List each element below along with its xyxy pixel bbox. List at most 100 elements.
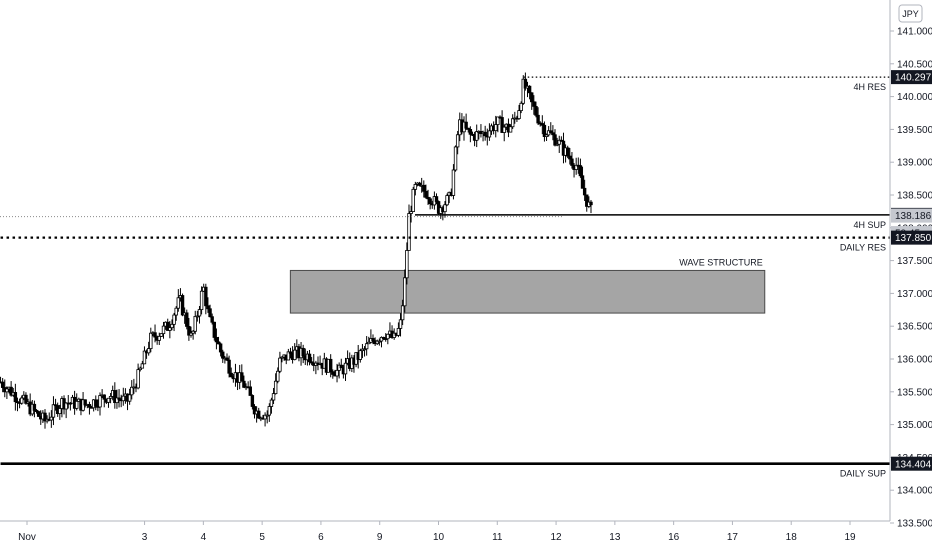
price-tick-label: 141.000 bbox=[897, 27, 932, 38]
time-tick-label: 12 bbox=[551, 532, 563, 543]
candle-body bbox=[555, 143, 559, 146]
wave-structure-zone[interactable]: WAVE STRUCTURE bbox=[289, 257, 766, 314]
time-tick-label: 16 bbox=[668, 532, 680, 543]
candle-body bbox=[263, 414, 267, 420]
candle-body bbox=[582, 187, 587, 196]
candle-body bbox=[468, 129, 473, 135]
candle-body bbox=[428, 198, 432, 205]
price-tick-label: 139.500 bbox=[897, 125, 932, 136]
candle-body bbox=[544, 134, 549, 138]
price-tag-box bbox=[891, 456, 932, 471]
candle-body bbox=[293, 349, 297, 361]
currency-badge-box bbox=[898, 4, 923, 23]
time-tick-label: 18 bbox=[786, 532, 798, 543]
candle-body bbox=[34, 409, 39, 412]
candle-body bbox=[403, 277, 407, 307]
candle-body bbox=[242, 380, 246, 388]
level-label-daily-sup: DAILY SUP bbox=[840, 469, 886, 479]
price-tag-label: 138.186 bbox=[895, 211, 932, 222]
candle-body bbox=[464, 121, 468, 129]
time-tick-label: 10 bbox=[433, 532, 445, 543]
candle-body bbox=[225, 357, 229, 361]
candle-body bbox=[102, 394, 106, 400]
candle-body bbox=[331, 371, 335, 375]
candle-body bbox=[286, 351, 291, 361]
candle-body bbox=[362, 348, 367, 351]
candle-body bbox=[212, 321, 216, 338]
candle-body bbox=[98, 395, 102, 408]
candle-body bbox=[358, 350, 363, 360]
candle-body bbox=[248, 386, 252, 396]
candle-body bbox=[121, 395, 125, 402]
candle-body bbox=[138, 367, 142, 371]
candle-body bbox=[443, 204, 447, 213]
candle-body bbox=[174, 307, 178, 316]
candle-body bbox=[557, 139, 561, 145]
candle-body bbox=[527, 85, 532, 94]
candle-body bbox=[87, 404, 92, 408]
candle-body bbox=[339, 364, 343, 369]
candle-body bbox=[43, 412, 47, 422]
price-tick-label: 133.500 bbox=[897, 519, 932, 530]
candle-body bbox=[106, 397, 111, 403]
candle-body bbox=[532, 101, 536, 107]
candle-body bbox=[83, 399, 87, 406]
time-tick-label: 5 bbox=[259, 532, 265, 543]
candle-body bbox=[149, 332, 153, 349]
candle-body bbox=[75, 400, 79, 409]
time-tick-label: 11 bbox=[492, 532, 503, 543]
candle-body bbox=[500, 117, 504, 133]
candle-body bbox=[424, 190, 428, 198]
candle-body bbox=[502, 126, 506, 133]
candle-body bbox=[216, 341, 221, 345]
candle-body bbox=[534, 105, 538, 116]
candle-body bbox=[455, 134, 460, 148]
candle-body bbox=[229, 372, 233, 378]
candle-body bbox=[445, 195, 449, 206]
candle-body bbox=[166, 321, 170, 331]
time-tick-label: 13 bbox=[609, 532, 621, 543]
candle-body bbox=[542, 124, 547, 138]
candle-body bbox=[367, 341, 371, 345]
candle-body bbox=[411, 188, 415, 212]
currency-badge[interactable]: JPY bbox=[898, 4, 923, 23]
candle-body bbox=[371, 338, 375, 342]
candle-body bbox=[240, 372, 244, 382]
currency-label: JPY bbox=[902, 9, 919, 19]
candle-body bbox=[159, 333, 164, 337]
candle-body bbox=[475, 131, 479, 141]
price-tick-label: 137.000 bbox=[897, 289, 932, 300]
price-tick-label: 136.000 bbox=[897, 355, 932, 366]
candle-body bbox=[517, 110, 521, 119]
candle-body bbox=[64, 402, 68, 410]
candle-body bbox=[386, 333, 390, 340]
candle-body bbox=[301, 347, 305, 357]
candle-body bbox=[49, 416, 54, 421]
candle-body bbox=[307, 353, 312, 363]
price-tick-label: 135.000 bbox=[897, 420, 932, 431]
candle-body bbox=[566, 147, 570, 157]
candle-body bbox=[113, 390, 117, 404]
candle-body bbox=[407, 213, 411, 251]
wave-structure-box[interactable] bbox=[289, 269, 766, 314]
candle-body bbox=[405, 250, 409, 279]
candle-body bbox=[140, 363, 145, 369]
candle-body bbox=[210, 316, 214, 323]
candle-body bbox=[197, 309, 202, 317]
time-tick-label: 17 bbox=[727, 532, 739, 543]
level-label-4h-sup: 4H SUP bbox=[853, 220, 886, 230]
candle-body bbox=[496, 116, 500, 125]
candle-body bbox=[396, 328, 401, 336]
price-tag-label: 137.850 bbox=[895, 233, 932, 244]
candle-body bbox=[483, 131, 487, 137]
candle-body bbox=[185, 312, 189, 327]
price-tag-box bbox=[891, 230, 932, 245]
candle-body bbox=[36, 411, 41, 417]
price-tick-label: 139.000 bbox=[897, 158, 932, 169]
candle-body bbox=[176, 297, 181, 309]
candle-body bbox=[20, 397, 24, 404]
time-axis-labels[interactable]: Nov 3 4 5 6 9 10 11 12 13 16 17 18 19 bbox=[18, 521, 856, 543]
time-tick-label: 3 bbox=[142, 532, 148, 543]
candle-body bbox=[271, 393, 276, 401]
